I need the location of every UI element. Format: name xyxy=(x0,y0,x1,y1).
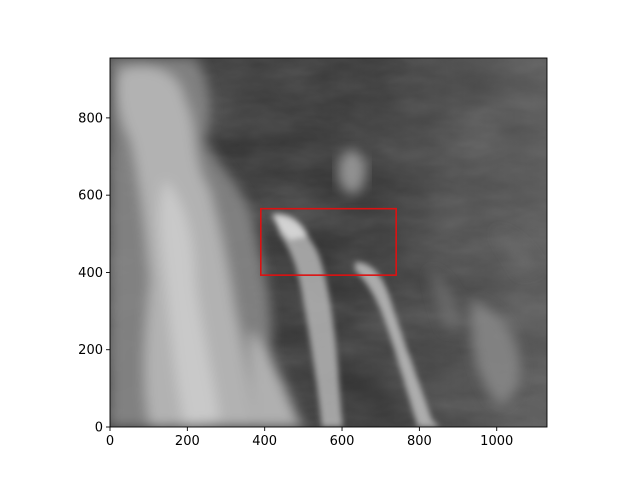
y-axis: 0 200 400 600 800 xyxy=(78,111,110,436)
roi-box xyxy=(260,207,397,276)
y-tick-label: 200 xyxy=(78,343,103,358)
y-tick-label: 400 xyxy=(78,266,103,281)
y-tick-label: 800 xyxy=(78,111,103,126)
x-axis: 0 200 400 600 800 1000 xyxy=(106,427,513,449)
x-tick-label: 800 xyxy=(407,434,432,449)
cloud-image xyxy=(110,58,547,427)
y-tick-label: 600 xyxy=(78,189,103,204)
x-tick-label: 1000 xyxy=(480,434,513,449)
x-tick-label: 200 xyxy=(175,434,200,449)
x-tick-label: 600 xyxy=(330,434,355,449)
x-tick-label: 0 xyxy=(106,434,114,449)
plot-frame xyxy=(109,57,548,428)
x-tick-label: 400 xyxy=(252,434,277,449)
y-tick-label: 0 xyxy=(95,421,103,436)
